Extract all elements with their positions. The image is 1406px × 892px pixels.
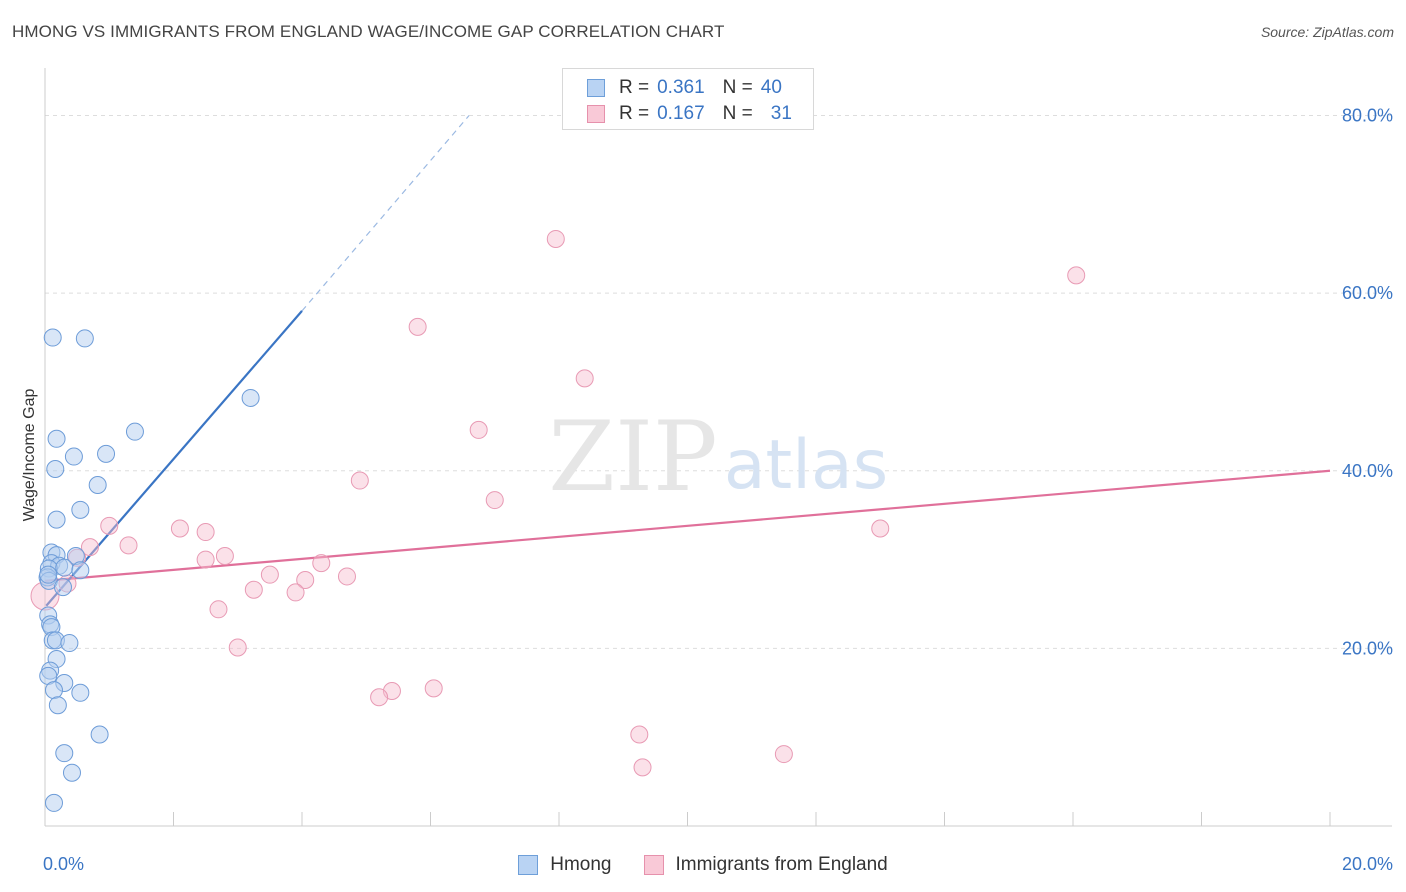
england-swatch — [587, 105, 605, 123]
point-hmong — [46, 459, 65, 478]
point-hmong — [39, 565, 58, 584]
grid-lines — [45, 115, 1392, 649]
point-hmong — [48, 696, 67, 715]
point-england — [215, 547, 234, 566]
x-tick-label: 20.0% — [1342, 854, 1393, 874]
point-england — [196, 523, 215, 542]
point-hmong — [125, 422, 144, 441]
legend-england-swatch — [643, 855, 664, 875]
point-england — [228, 638, 247, 657]
point-hmong — [71, 561, 90, 580]
tick-labels: 20.0% 40.0% 60.0% 80.0% 0.0% 20.0% — [43, 106, 1393, 874]
correlation-legend: R = 0.361 N = 40 R = 0.167 N = 31 — [562, 68, 814, 130]
series-legend: Hmong Immigrants from England — [0, 852, 1406, 878]
point-england — [546, 229, 565, 248]
axes — [44, 68, 1392, 827]
point-england — [80, 538, 99, 557]
point-england — [100, 516, 119, 535]
watermark: ZIP atlas — [548, 401, 888, 513]
hmong-n-label: N = — [722, 77, 753, 98]
chart-title: HMONG VS IMMIGRANTS FROM ENGLAND WAGE/IN… — [12, 22, 725, 41]
legend-row-hmong: R = 0.361 N = 40 — [587, 76, 782, 100]
point-hmong — [55, 744, 74, 763]
point-england — [296, 570, 315, 589]
point-hmong — [90, 725, 109, 744]
point-england — [485, 491, 504, 510]
point-england — [575, 369, 594, 388]
points-hmong — [38, 328, 260, 812]
point-hmong — [47, 510, 66, 529]
hmong-n-value: 40 — [760, 77, 782, 98]
source-label: Source: ZipAtlas.com — [1260, 24, 1394, 40]
hmong-swatch — [587, 79, 605, 97]
legend-hmong-swatch — [518, 855, 539, 875]
england-n-label: N = — [722, 103, 753, 124]
legend-item-hmong: Hmong — [518, 854, 612, 876]
point-hmong — [55, 558, 74, 577]
y-tick-label: 60.0% — [1342, 283, 1393, 303]
point-england — [244, 580, 263, 599]
point-england — [630, 725, 649, 744]
trend-lines — [44, 115, 1331, 607]
point-england — [774, 745, 793, 764]
point-england — [312, 554, 331, 573]
point-hmong — [97, 444, 116, 463]
point-england — [1067, 266, 1086, 285]
trend-line-hmong — [45, 310, 303, 607]
y-tick-label: 80.0% — [1342, 106, 1393, 126]
point-hmong — [43, 328, 62, 347]
point-england — [424, 679, 443, 698]
y-tick-label: 20.0% — [1342, 638, 1393, 658]
england-n-value: 31 — [770, 103, 792, 124]
point-england — [469, 420, 488, 439]
legend-england-label: Immigrants from England — [675, 854, 888, 875]
point-hmong — [60, 634, 79, 653]
trend-line-hmong-extension — [301, 115, 470, 312]
legend-row-england: R = 0.167 N = 31 — [587, 102, 792, 126]
point-england — [370, 688, 389, 707]
point-hmong — [241, 388, 260, 407]
points-england — [30, 229, 1086, 777]
point-hmong — [62, 763, 81, 782]
legend-hmong-label: Hmong — [550, 854, 612, 875]
england-r-value: 0.167 — [657, 103, 705, 124]
x-tick-label: 0.0% — [43, 854, 84, 874]
hmong-r-value: 0.361 — [657, 77, 705, 98]
point-england — [119, 536, 138, 555]
point-england — [286, 583, 305, 602]
point-england — [350, 471, 369, 490]
point-england — [337, 567, 356, 586]
england-r-label: R = — [619, 103, 650, 124]
point-england — [408, 317, 427, 336]
point-england — [209, 600, 228, 619]
point-england — [170, 519, 189, 538]
legend-item-england: Immigrants from England — [643, 854, 888, 876]
watermark-atlas: atlas — [724, 426, 888, 505]
point-hmong — [75, 329, 94, 348]
point-hmong — [47, 429, 66, 448]
watermark-zip: ZIP — [548, 401, 717, 513]
y-axis-title: Wage/Income Gap — [21, 388, 38, 522]
point-england — [196, 550, 215, 569]
point-england — [260, 565, 279, 584]
point-hmong — [71, 500, 90, 519]
point-hmong — [44, 793, 63, 812]
point-hmong — [71, 683, 90, 702]
trend-line-england — [44, 469, 1331, 582]
hmong-r-label: R = — [619, 77, 650, 98]
point-hmong — [64, 447, 83, 466]
y-tick-label: 40.0% — [1342, 461, 1393, 481]
point-hmong — [53, 578, 72, 597]
point-england — [871, 519, 890, 538]
point-hmong — [88, 475, 107, 494]
point-hmong — [44, 681, 63, 700]
point-england — [633, 758, 652, 777]
